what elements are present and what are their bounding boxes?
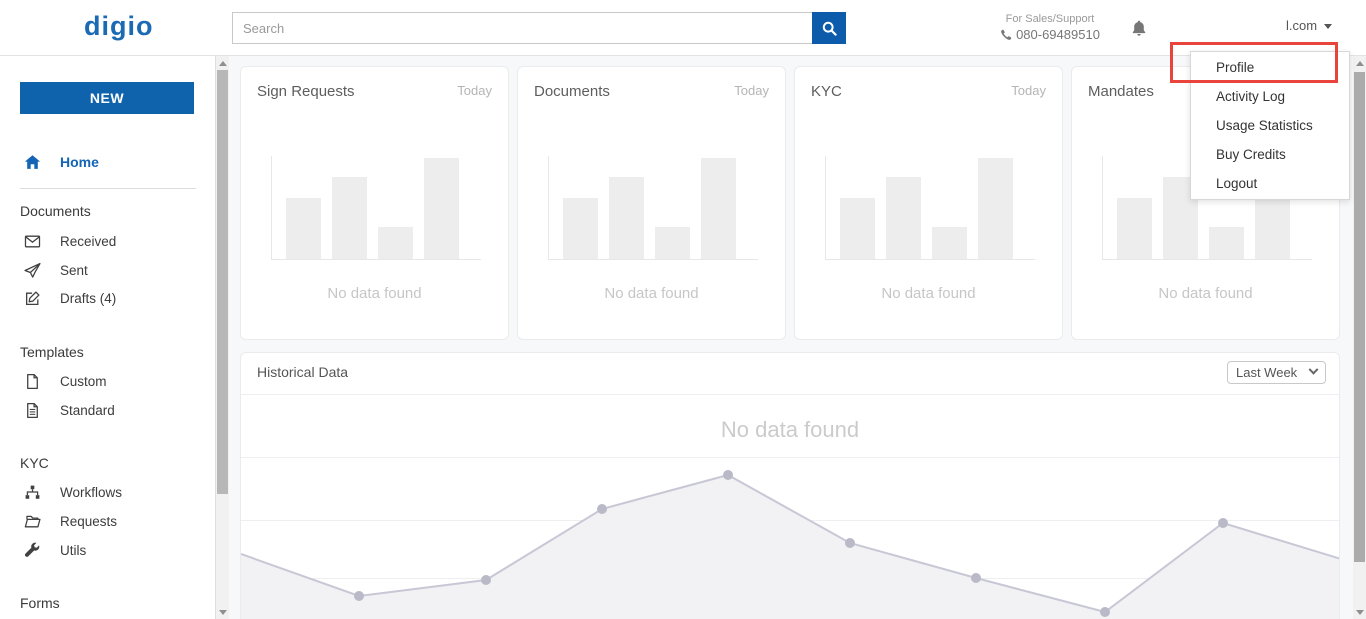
- search-bar: [232, 12, 846, 44]
- menu-item-usage-statistics[interactable]: Usage Statistics: [1216, 118, 1313, 133]
- summary-cards-row: Sign Requests Today No data found Docume…: [240, 66, 1340, 340]
- card-documents: Documents Today No data found: [517, 66, 786, 340]
- support-caption: For Sales/Support: [1005, 13, 1095, 25]
- caret-down-icon: [1324, 24, 1333, 29]
- folder-open-icon: [24, 513, 41, 530]
- card-sign-requests: Sign Requests Today No data found: [240, 66, 509, 340]
- page-scrollbar-thumb[interactable]: [1354, 72, 1365, 562]
- home-icon: [24, 154, 41, 171]
- wrench-icon: [24, 542, 41, 559]
- support-phone: 080-69489510: [1016, 27, 1100, 42]
- search-button[interactable]: [812, 12, 846, 44]
- sidebar-item-received[interactable]: Received: [0, 231, 216, 251]
- sales-support-block: For Sales/Support 080-69489510: [985, 13, 1115, 42]
- card-title: KYC: [811, 83, 842, 100]
- sidebar-item-home[interactable]: Home: [0, 152, 216, 172]
- search-icon: [822, 21, 837, 36]
- historical-title: Historical Data: [257, 364, 349, 380]
- search-input[interactable]: [232, 12, 812, 44]
- range-select[interactable]: Last Week: [1227, 361, 1326, 384]
- menu-item-activity-log[interactable]: Activity Log: [1216, 89, 1286, 104]
- lined-page-icon: [24, 402, 41, 419]
- sidebar-item-sent[interactable]: Sent: [0, 260, 216, 280]
- paper-plane-icon: [24, 262, 41, 279]
- sidebar-item-requests[interactable]: Requests: [0, 511, 216, 531]
- section-label-kyc: KYC: [20, 455, 49, 471]
- sidebar-item-workflows[interactable]: Workflows: [0, 482, 216, 502]
- sitemap-icon: [24, 484, 41, 501]
- main-content: Sign Requests Today No data found Docume…: [229, 56, 1353, 619]
- section-label-templates: Templates: [20, 344, 84, 360]
- phone-icon: [1000, 29, 1012, 41]
- account-menu: Profile Activity Log Usage Statistics Bu…: [1190, 51, 1350, 200]
- envelope-icon: [24, 233, 41, 250]
- menu-item-logout[interactable]: Logout: [1216, 176, 1258, 191]
- no-data-text: No data found: [604, 285, 699, 302]
- menu-item-profile[interactable]: Profile: [1216, 60, 1255, 75]
- scroll-up-icon[interactable]: [216, 56, 229, 70]
- sidebar-scrollbar[interactable]: [216, 56, 229, 619]
- sidebar-item-custom[interactable]: Custom: [0, 371, 216, 391]
- card-kyc: KYC Today No data found: [794, 66, 1063, 340]
- no-data-text: No data found: [881, 285, 976, 302]
- top-header: digio For Sales/Support 080-69489510 l.c…: [0, 0, 1366, 56]
- no-data-text: No data found: [1158, 285, 1253, 302]
- sidebar-item-standard[interactable]: Standard: [0, 400, 216, 420]
- gridline: [241, 394, 1339, 395]
- placeholder-bar-chart: [548, 156, 758, 260]
- scroll-down-icon[interactable]: [216, 605, 229, 619]
- card-period: Today: [1011, 83, 1046, 98]
- placeholder-line-chart: [241, 470, 1339, 619]
- section-label-forms: Forms: [20, 595, 60, 611]
- historical-data-panel: Historical Data Last Week No data found: [240, 352, 1340, 619]
- card-title: Sign Requests: [257, 83, 355, 100]
- sidebar-scrollbar-thumb[interactable]: [217, 70, 228, 494]
- card-period: Today: [457, 83, 492, 98]
- sidebar-item-drafts[interactable]: Drafts (4): [0, 288, 216, 308]
- no-data-text: No data found: [327, 285, 422, 302]
- digio-logo: digio: [84, 11, 154, 41]
- card-title: Mandates: [1088, 83, 1154, 100]
- sidebar: NEW Home Documents Received Sent D: [0, 56, 216, 619]
- menu-item-buy-credits[interactable]: Buy Credits: [1216, 147, 1286, 162]
- page-scrollbar[interactable]: [1353, 56, 1366, 619]
- placeholder-bar-chart: [825, 156, 1035, 260]
- blank-page-icon: [24, 373, 41, 390]
- scroll-down-icon[interactable]: [1353, 605, 1366, 619]
- new-button[interactable]: NEW: [20, 82, 194, 114]
- account-label: l.com: [1286, 18, 1318, 33]
- gridline: [241, 457, 1339, 458]
- chevron-down-icon: [1308, 364, 1319, 375]
- placeholder-bar-chart: [271, 156, 481, 260]
- account-dropdown[interactable]: l.com: [1286, 18, 1333, 33]
- range-selected-value: Last Week: [1236, 365, 1298, 380]
- sidebar-item-utils[interactable]: Utils: [0, 540, 216, 560]
- sidebar-divider: [20, 188, 196, 189]
- edit-icon: [24, 290, 41, 307]
- bell-icon[interactable]: [1130, 19, 1148, 37]
- section-label-documents: Documents: [20, 203, 91, 219]
- card-title: Documents: [534, 83, 610, 100]
- scroll-up-icon[interactable]: [1353, 56, 1366, 70]
- card-period: Today: [734, 83, 769, 98]
- no-data-text-large: No data found: [720, 417, 860, 442]
